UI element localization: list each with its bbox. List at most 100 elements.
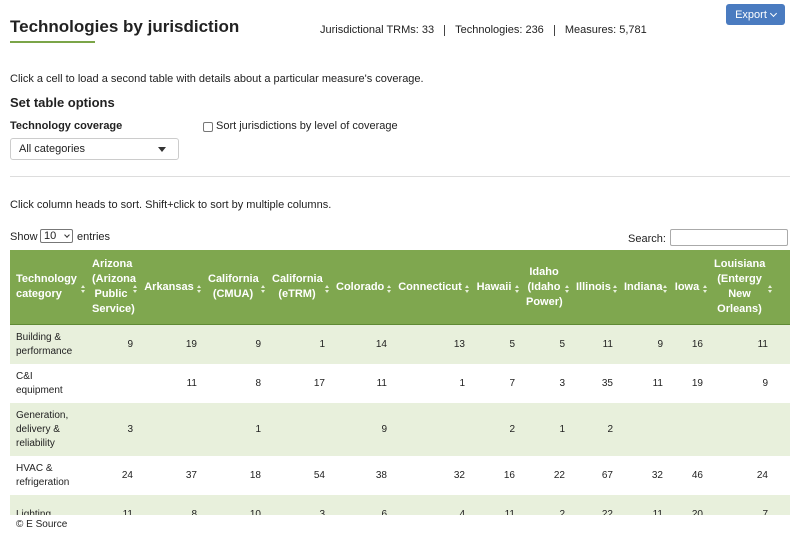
- count-cell[interactable]: 13: [394, 324, 472, 364]
- count-cell[interactable]: 5: [522, 324, 572, 364]
- empty-cell[interactable]: [775, 495, 790, 515]
- count-cell[interactable]: 16: [503, 469, 515, 481]
- entries-label: entries: [77, 231, 111, 243]
- count-cell[interactable]: 17: [313, 377, 325, 389]
- empty-cell[interactable]: [140, 403, 204, 456]
- count-cell[interactable]: 9: [88, 324, 140, 364]
- empty-cell[interactable]: [775, 456, 790, 495]
- count-cell[interactable]: 14: [332, 324, 394, 364]
- coverage-value: All categories: [19, 143, 86, 155]
- count-cell[interactable]: 67: [601, 469, 613, 481]
- count-cell[interactable]: 19: [140, 324, 204, 364]
- column-header[interactable]: Hawaii: [472, 250, 522, 325]
- empty-cell[interactable]: [88, 364, 140, 403]
- count-cell[interactable]: 11: [472, 495, 522, 515]
- coverage-table: Technology category Arizona (Arizona Publ…: [10, 250, 790, 515]
- count-cell[interactable]: 24: [121, 469, 133, 481]
- count-cell[interactable]: 11: [572, 324, 620, 364]
- count-cell[interactable]: 5: [472, 324, 522, 364]
- count-cell[interactable]: 19: [691, 377, 703, 389]
- count-cell[interactable]: 1: [204, 403, 268, 456]
- column-header[interactable]: Colorado: [332, 250, 394, 325]
- search-input[interactable]: [670, 229, 788, 246]
- count-cell[interactable]: 3: [88, 403, 140, 456]
- count-cell[interactable]: 3: [559, 377, 565, 389]
- count-cell[interactable]: 22: [572, 495, 620, 515]
- count-cell[interactable]: 4: [394, 495, 472, 515]
- row-label: Lighting: [10, 495, 88, 515]
- count-cell[interactable]: 7: [509, 377, 515, 389]
- column-header[interactable]: Technology category: [10, 250, 88, 325]
- count-cell[interactable]: 11: [620, 495, 670, 515]
- instructions: Click a cell to load a second table with…: [10, 73, 424, 85]
- count-cell[interactable]: 9: [620, 324, 670, 364]
- column-header[interactable]: Indiana: [620, 250, 670, 325]
- sort-checkbox[interactable]: [203, 122, 213, 132]
- count-cell[interactable]: 11: [652, 377, 663, 389]
- column-header[interactable]: Arkansas: [140, 250, 204, 325]
- empty-cell[interactable]: [710, 403, 775, 456]
- count-cell[interactable]: 32: [651, 469, 663, 481]
- empty-cell[interactable]: [268, 403, 332, 456]
- caret: [158, 147, 166, 156]
- count-cell[interactable]: 16: [670, 324, 710, 364]
- count-cell[interactable]: 9: [332, 403, 394, 456]
- sort-label[interactable]: Sort jurisdictions by level of coverage: [216, 120, 398, 132]
- divider: [10, 176, 790, 177]
- count-cell[interactable]: 11: [88, 495, 140, 515]
- count-cell[interactable]: 24: [756, 469, 768, 481]
- count-cell[interactable]: 20: [670, 495, 710, 515]
- entries-select[interactable]: 10: [40, 229, 73, 243]
- column-header[interactable]: Idaho (Idaho Power): [522, 250, 572, 325]
- count-cell[interactable]: 11: [186, 377, 197, 389]
- count-cell[interactable]: 1: [268, 324, 332, 364]
- column-header[interactable]: Arizona (Arizona Public Service): [88, 250, 140, 325]
- count-cell[interactable]: 3: [268, 495, 332, 515]
- count-cell[interactable]: 32: [453, 469, 465, 481]
- column-header[interactable]: Connecticut: [394, 250, 472, 325]
- count-cell[interactable]: 8: [140, 495, 204, 515]
- export-label: Export: [735, 8, 767, 21]
- column-header[interactable]: M: [775, 250, 790, 325]
- count-cell[interactable]: 6: [332, 495, 394, 515]
- count-cell[interactable]: 9: [762, 377, 768, 389]
- empty-cell[interactable]: [775, 324, 790, 364]
- empty-cell[interactable]: [775, 403, 790, 456]
- count-cell[interactable]: 8: [255, 377, 261, 389]
- count-cell[interactable]: 11: [376, 377, 387, 389]
- count-cell[interactable]: 35: [601, 377, 613, 389]
- column-header[interactable]: California (CMUA): [204, 250, 268, 325]
- count-cell[interactable]: 9: [204, 324, 268, 364]
- title-underline: [10, 41, 95, 43]
- empty-cell[interactable]: [775, 364, 790, 403]
- count-cell[interactable]: 10: [204, 495, 268, 515]
- caret: [64, 232, 70, 238]
- count-cell[interactable]: 7: [710, 495, 775, 515]
- count-cell[interactable]: 54: [313, 469, 325, 481]
- empty-cell[interactable]: [394, 403, 472, 456]
- column-header[interactable]: Louisiana (Entergy New Orleans): [710, 250, 775, 325]
- footer: © E Source: [16, 519, 68, 530]
- count-cell[interactable]: 46: [691, 469, 703, 481]
- column-header[interactable]: Illinois: [572, 250, 620, 325]
- count-cell[interactable]: 1: [522, 403, 572, 456]
- export-button[interactable]: Export: [726, 4, 785, 25]
- count-cell[interactable]: 18: [249, 469, 261, 481]
- count-cell[interactable]: 2: [522, 495, 572, 515]
- count-cell[interactable]: 11: [710, 324, 775, 364]
- count-cell[interactable]: 37: [185, 469, 197, 481]
- empty-cell[interactable]: [620, 403, 670, 456]
- count-cell[interactable]: 22: [553, 469, 565, 481]
- stat: Jurisdictional TRMs: 33: [320, 24, 435, 36]
- count-cell[interactable]: 38: [375, 469, 387, 481]
- count-cell[interactable]: 2: [472, 403, 522, 456]
- table-row: C&I equipment 11 8 17 11 1 7 3 35 11 19 9: [10, 364, 790, 403]
- empty-cell[interactable]: [670, 403, 710, 456]
- column-header[interactable]: California (eTRM): [268, 250, 332, 325]
- count-cell[interactable]: 2: [572, 403, 620, 456]
- column-header[interactable]: Iowa: [670, 250, 710, 325]
- row-label: C&I equipment: [16, 370, 63, 396]
- coverage-select[interactable]: All categories: [10, 138, 179, 160]
- count-cell[interactable]: 1: [459, 377, 465, 389]
- header-row: Technology category Arizona (Arizona Publ…: [10, 250, 790, 325]
